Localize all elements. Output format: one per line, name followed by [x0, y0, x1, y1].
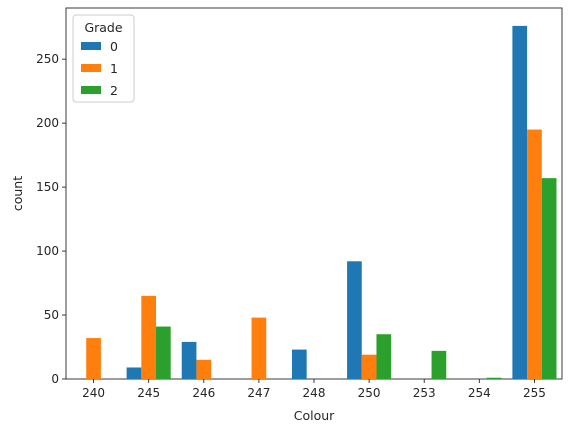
bar-240-grade-1: [86, 338, 101, 379]
x-tick-label: 246: [192, 386, 215, 400]
legend-swatch-0: [81, 42, 101, 50]
bar-255-grade-0: [512, 25, 528, 380]
plot-frame: [65, 7, 563, 380]
x-tick-label: 255: [523, 386, 546, 400]
y-axis: 0 50 100 150 200 250: [36, 52, 66, 386]
legend-box: [72, 14, 135, 103]
bar-255-grade-2: [541, 178, 557, 379]
bar-246-grade-0: [181, 341, 197, 379]
legend-title: Grade: [84, 20, 122, 35]
bar-255-grade-1: [527, 129, 542, 379]
x-tick-label: 254: [468, 386, 491, 400]
x-axis: 240 245 246 247 248 250 253 254 255: [82, 379, 546, 400]
legend-swatch-1: [81, 64, 101, 72]
y-tick-label: 100: [36, 244, 59, 258]
legend-swatch-2: [81, 86, 101, 94]
x-tick-label: 245: [137, 386, 160, 400]
bar-247-grade-1: [251, 317, 267, 379]
legend-label-1: 1: [110, 61, 118, 76]
legend-items: 0 1 2: [81, 39, 118, 98]
x-axis-label: Colour: [294, 408, 335, 423]
x-tick-label: 248: [303, 386, 326, 400]
x-tick-label: 253: [413, 386, 436, 400]
y-tick-label: 150: [36, 180, 59, 194]
bar-245-grade-0: [126, 367, 142, 379]
legend-label-0: 0: [110, 39, 118, 54]
bars: [86, 25, 557, 380]
bar-245-grade-1: [141, 295, 157, 379]
bar-254-grade-2: [486, 377, 502, 379]
plot-area: [65, 7, 563, 380]
bar-248-grade-0: [291, 349, 307, 379]
x-tick-label: 240: [82, 386, 105, 400]
bar-250-grade-2: [376, 334, 392, 379]
bar-250-grade-1: [361, 354, 377, 379]
bar-253-grade-2: [431, 350, 447, 379]
legend: Grade 0 1 2: [72, 14, 135, 103]
y-axis-label: count: [10, 176, 25, 211]
x-tick-label: 250: [358, 386, 381, 400]
x-tick-label: 247: [247, 386, 270, 400]
bar-245-grade-2: [156, 326, 171, 379]
y-tick-label: 0: [51, 372, 59, 386]
bar-246-grade-1: [196, 359, 212, 379]
bar-250-grade-0: [347, 261, 362, 379]
y-tick-label: 200: [36, 116, 59, 130]
legend-label-2: 2: [110, 83, 118, 98]
y-tick-label: 250: [36, 52, 59, 66]
y-tick-label: 50: [44, 308, 59, 322]
